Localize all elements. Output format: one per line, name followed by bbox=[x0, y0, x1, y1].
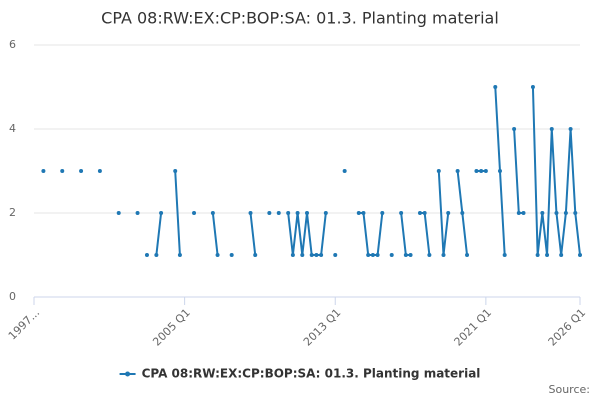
point bbox=[389, 253, 394, 257]
x-tick-label: 2005 Q1 bbox=[150, 306, 193, 349]
point bbox=[300, 253, 305, 257]
point bbox=[276, 211, 281, 215]
legend-label: CPA 08:RW:EX:CP:BOP:SA: 01.3. Planting m… bbox=[142, 367, 481, 381]
point bbox=[559, 253, 564, 257]
y-tick-label: 4 bbox=[9, 122, 16, 135]
point bbox=[427, 253, 432, 257]
point bbox=[305, 211, 309, 215]
point bbox=[436, 169, 441, 173]
point bbox=[159, 211, 164, 215]
point bbox=[460, 211, 465, 215]
point bbox=[573, 211, 578, 215]
y-tick-label: 6 bbox=[9, 38, 16, 51]
point bbox=[399, 211, 404, 215]
legend-marker bbox=[125, 371, 131, 377]
point bbox=[314, 253, 319, 257]
point bbox=[408, 253, 413, 257]
y-tick-label: 0 bbox=[9, 290, 16, 303]
point bbox=[342, 169, 347, 173]
point bbox=[210, 211, 215, 215]
point bbox=[578, 253, 582, 257]
point bbox=[192, 211, 197, 215]
point bbox=[60, 169, 65, 173]
point bbox=[375, 253, 380, 257]
point bbox=[253, 253, 258, 257]
point bbox=[177, 253, 182, 257]
point bbox=[215, 253, 220, 257]
point bbox=[446, 211, 451, 215]
point bbox=[290, 253, 295, 257]
point bbox=[530, 85, 535, 89]
point bbox=[319, 253, 324, 257]
point bbox=[474, 169, 479, 173]
point bbox=[144, 253, 149, 257]
source: Source: bbox=[549, 383, 591, 396]
point bbox=[535, 253, 540, 257]
point bbox=[323, 211, 328, 215]
point bbox=[521, 211, 526, 215]
point bbox=[403, 253, 408, 257]
point bbox=[173, 169, 178, 173]
point bbox=[516, 211, 521, 215]
point bbox=[361, 211, 366, 215]
point bbox=[455, 169, 460, 173]
point bbox=[333, 253, 338, 257]
point bbox=[380, 211, 385, 215]
x-tick-label: 2026 Q1 bbox=[546, 306, 589, 349]
point bbox=[465, 253, 470, 257]
x-tick-label: 2013 Q1 bbox=[301, 306, 344, 349]
point bbox=[154, 253, 159, 257]
point bbox=[422, 211, 427, 215]
point bbox=[545, 253, 550, 257]
point bbox=[267, 211, 272, 215]
point bbox=[97, 169, 102, 173]
y-tick-label: 2 bbox=[9, 206, 16, 219]
point bbox=[554, 211, 559, 215]
point bbox=[441, 253, 446, 257]
point bbox=[512, 127, 517, 131]
point bbox=[366, 253, 371, 257]
point bbox=[135, 211, 140, 215]
point bbox=[295, 211, 300, 215]
point bbox=[41, 169, 46, 173]
point bbox=[229, 253, 234, 257]
x-tick-label: 1997... bbox=[6, 306, 42, 342]
chart-title: CPA 08:RW:EX:CP:BOP:SA: 01.3. Planting m… bbox=[101, 9, 499, 28]
point bbox=[479, 169, 484, 173]
point bbox=[248, 211, 253, 215]
point bbox=[417, 211, 422, 215]
point bbox=[549, 127, 554, 131]
point bbox=[568, 127, 573, 131]
point bbox=[79, 169, 84, 173]
line bbox=[155, 86, 581, 256]
point bbox=[540, 211, 545, 215]
point bbox=[309, 253, 314, 257]
point bbox=[563, 211, 568, 215]
point bbox=[370, 253, 375, 257]
x-tick-label: 2021 Q1 bbox=[452, 306, 495, 349]
point bbox=[502, 253, 507, 257]
point bbox=[356, 211, 361, 215]
point bbox=[493, 85, 498, 89]
point bbox=[483, 169, 488, 173]
point bbox=[286, 211, 291, 215]
point bbox=[116, 211, 121, 215]
point bbox=[497, 169, 502, 173]
